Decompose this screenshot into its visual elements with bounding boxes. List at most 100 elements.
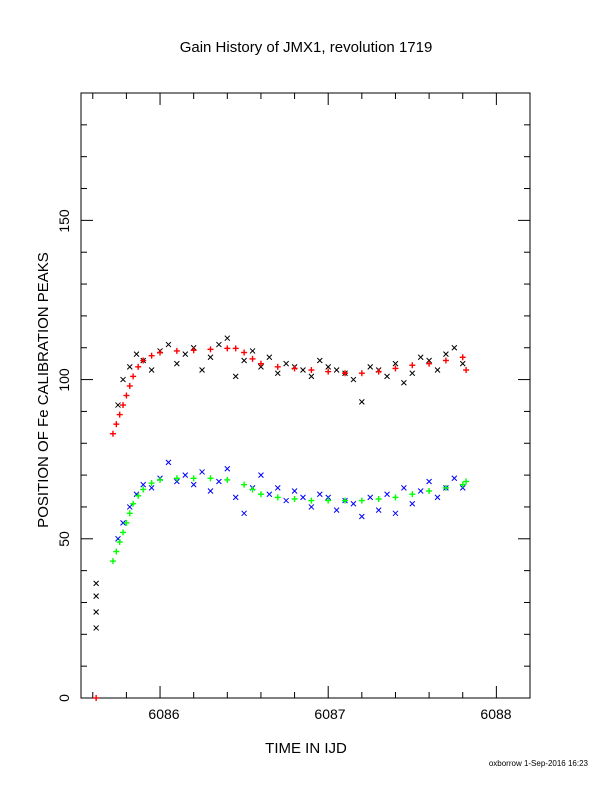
data-point <box>249 348 256 354</box>
data-point <box>258 472 264 478</box>
data-point-stroke <box>174 360 180 367</box>
data-point <box>392 494 399 501</box>
data-point <box>451 475 458 482</box>
data-point <box>308 373 315 380</box>
data-point <box>93 625 99 631</box>
data-point-stroke <box>249 348 256 354</box>
data-point-stroke <box>266 354 273 361</box>
data-point <box>409 370 416 377</box>
data-point <box>375 507 382 513</box>
data-point <box>115 402 121 408</box>
data-point <box>459 360 466 367</box>
data-point <box>409 500 416 507</box>
data-point <box>157 349 164 356</box>
data-point <box>126 363 133 370</box>
data-point-stroke <box>190 481 197 488</box>
data-point-stroke <box>126 363 133 370</box>
data-point <box>459 354 466 361</box>
data-point-stroke <box>93 625 99 631</box>
data-point <box>133 351 140 357</box>
data-point <box>333 507 340 513</box>
data-point <box>367 494 374 501</box>
data-point <box>300 494 306 501</box>
data-point <box>174 360 180 367</box>
x-tick-marks <box>92 93 531 698</box>
data-point <box>266 491 273 498</box>
data-point <box>140 486 147 493</box>
data-point-stroke <box>93 593 99 599</box>
data-point <box>342 370 349 377</box>
data-point <box>241 349 248 356</box>
data-point-stroke <box>241 510 247 517</box>
data-point <box>199 367 205 373</box>
data-point <box>258 363 264 370</box>
data-point <box>207 488 214 494</box>
data-point-stroke <box>232 494 239 501</box>
data-point <box>93 580 99 587</box>
y-tick-label: 0 <box>56 694 72 702</box>
data-point <box>120 376 126 383</box>
data-point-stroke <box>93 609 99 615</box>
data-point-stroke <box>417 488 424 494</box>
data-point-stroke <box>258 472 264 478</box>
data-point <box>283 497 290 504</box>
data-point <box>417 354 424 361</box>
data-point-stroke <box>174 478 180 485</box>
data-point <box>116 411 123 418</box>
data-point <box>333 367 340 373</box>
data-point <box>173 347 180 354</box>
data-point-stroke <box>350 500 357 507</box>
data-point <box>459 481 466 488</box>
data-point-stroke <box>401 379 407 386</box>
data-point <box>443 351 449 357</box>
data-point <box>148 480 155 487</box>
data-point <box>126 510 133 517</box>
data-point <box>451 344 458 351</box>
data-point <box>109 430 116 437</box>
data-point <box>308 497 315 504</box>
y-axis-label: POSITION OF Fe CALIBRATION PEAKS <box>35 252 52 528</box>
data-point <box>375 368 382 375</box>
data-point <box>173 475 180 482</box>
data-point-stroke <box>115 402 121 408</box>
data-point <box>157 476 164 483</box>
y-tick-label: 150 <box>56 209 72 233</box>
chart-title: Gain History of JMX1, revolution 1719 <box>180 39 433 56</box>
x-tick-label: 6087 <box>314 706 345 722</box>
data-point <box>182 351 189 357</box>
data-point <box>224 345 231 352</box>
data-point-stroke <box>283 360 290 367</box>
data-point <box>274 494 281 501</box>
data-point-stroke <box>451 344 458 351</box>
data-point-stroke <box>224 465 231 472</box>
y-tick-label: 50 <box>56 531 72 547</box>
data-point <box>123 392 130 399</box>
data-point-stroke <box>148 367 155 373</box>
data-point-stroke <box>199 469 205 475</box>
data-point-stroke <box>140 481 147 488</box>
data-point-stroke <box>401 484 407 491</box>
data-point <box>426 360 433 367</box>
data-point <box>291 488 298 494</box>
data-point <box>358 399 365 405</box>
data-point-stroke <box>384 373 390 380</box>
data-point <box>207 354 214 361</box>
data-point-stroke <box>409 370 416 377</box>
data-point <box>93 593 99 599</box>
data-point <box>384 373 390 380</box>
data-point <box>283 360 290 367</box>
data-point <box>392 360 399 367</box>
data-point <box>207 475 214 482</box>
data-point <box>135 492 142 499</box>
data-point <box>241 510 247 517</box>
data-point <box>148 352 155 359</box>
data-point-stroke <box>459 360 466 367</box>
data-point-stroke <box>426 478 432 485</box>
data-point <box>409 362 416 369</box>
data-point-stroke <box>426 357 432 364</box>
data-point <box>190 347 197 354</box>
data-point <box>463 367 470 374</box>
data-point-stroke <box>300 494 306 501</box>
data-point <box>325 497 332 504</box>
